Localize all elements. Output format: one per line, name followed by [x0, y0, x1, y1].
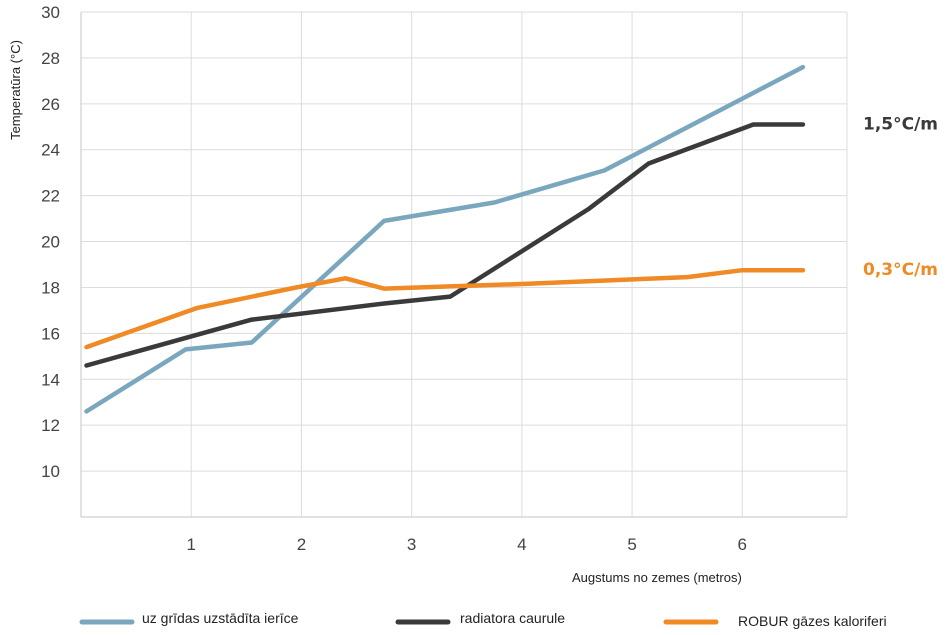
- x-tick-label-6: 6: [738, 535, 747, 554]
- y-tick-label-28: 28: [41, 49, 60, 68]
- y-tick-label-16: 16: [41, 324, 60, 343]
- legend: uz grīdas uzstādīta ierīce radiatora cau…: [79, 610, 887, 629]
- legend-label-radiator: radiatora caurule: [460, 610, 565, 626]
- grid: [81, 11, 848, 517]
- series-line-radiator: [84, 122, 806, 368]
- x-tick-label-3: 3: [407, 535, 416, 554]
- y-tick-label-22: 22: [41, 187, 60, 206]
- y-tick-label-12: 12: [41, 416, 60, 435]
- y-axis-title: Temperatūra (°C): [8, 40, 23, 140]
- series-line-floor-unit: [84, 64, 806, 414]
- x-tick-label-5: 5: [627, 535, 636, 554]
- y-tick-label-24: 24: [41, 141, 60, 160]
- y-tick-label-20: 20: [41, 233, 60, 252]
- series-line-robur: [84, 267, 806, 350]
- legend-label-floor-unit: uz grīdas uzstādīta ierīce: [142, 610, 299, 626]
- rate-annotation-radiator: 1,5°C/m: [863, 114, 938, 134]
- y-tick-label-14: 14: [41, 370, 60, 389]
- legend-label-robur: ROBUR gāzes kaloriferi: [738, 613, 887, 629]
- x-tick-label-1: 1: [186, 535, 195, 554]
- y-tick-label-26: 26: [41, 95, 60, 114]
- x-tick-label-4: 4: [517, 535, 526, 554]
- y-tick-label-18: 18: [41, 278, 60, 297]
- rate-annotation-robur: 0,3°C/m: [863, 260, 938, 280]
- y-tick-label-10: 10: [41, 462, 60, 481]
- x-tick-label-2: 2: [297, 535, 306, 554]
- y-tick-label-30: 30: [41, 3, 60, 22]
- series-lines: [84, 64, 806, 414]
- x-axis-title: Augstums no zemes (metros): [572, 570, 742, 585]
- axes: [80, 12, 847, 518]
